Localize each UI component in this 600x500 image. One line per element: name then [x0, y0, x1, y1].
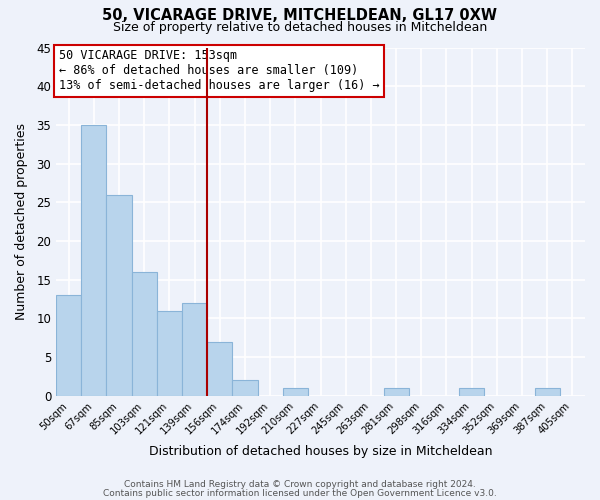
Bar	[131, 272, 157, 396]
Bar	[207, 342, 232, 396]
Text: 50, VICARAGE DRIVE, MITCHELDEAN, GL17 0XW: 50, VICARAGE DRIVE, MITCHELDEAN, GL17 0X…	[103, 8, 497, 22]
Bar	[81, 125, 106, 396]
Bar	[182, 303, 207, 396]
Text: Contains public sector information licensed under the Open Government Licence v3: Contains public sector information licen…	[103, 488, 497, 498]
Bar	[535, 388, 560, 396]
Bar	[232, 380, 257, 396]
Bar	[106, 194, 131, 396]
Bar	[157, 310, 182, 396]
Text: Contains HM Land Registry data © Crown copyright and database right 2024.: Contains HM Land Registry data © Crown c…	[124, 480, 476, 489]
Bar	[283, 388, 308, 396]
X-axis label: Distribution of detached houses by size in Mitcheldean: Distribution of detached houses by size …	[149, 444, 492, 458]
Text: Size of property relative to detached houses in Mitcheldean: Size of property relative to detached ho…	[113, 21, 487, 34]
Bar	[56, 295, 81, 396]
Bar	[459, 388, 484, 396]
Text: 50 VICARAGE DRIVE: 153sqm
← 86% of detached houses are smaller (109)
13% of semi: 50 VICARAGE DRIVE: 153sqm ← 86% of detac…	[59, 49, 379, 92]
Y-axis label: Number of detached properties: Number of detached properties	[15, 123, 28, 320]
Bar	[383, 388, 409, 396]
